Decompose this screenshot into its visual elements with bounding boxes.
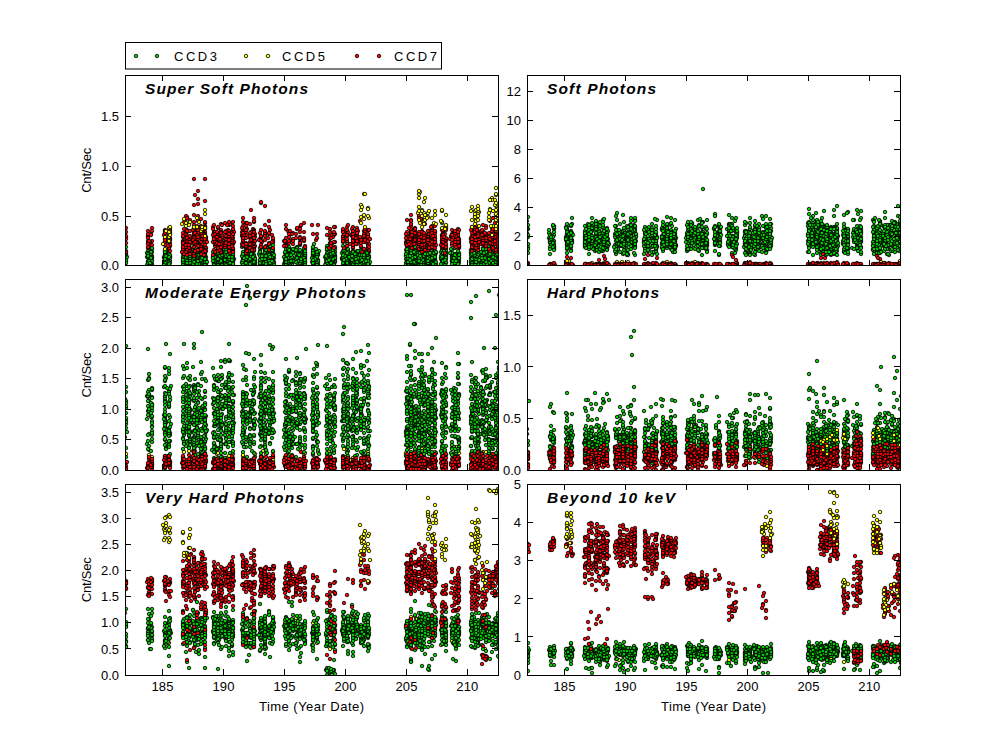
svg-text:3.0: 3.0 (101, 511, 119, 526)
svg-text:210: 210 (858, 679, 880, 694)
svg-text:Very Hard Photons: Very Hard Photons (145, 489, 304, 506)
svg-text:185: 185 (553, 679, 575, 694)
svg-text:4: 4 (514, 515, 521, 530)
svg-text:185: 185 (151, 679, 173, 694)
svg-text:190: 190 (614, 679, 636, 694)
svg-text:195: 195 (273, 679, 295, 694)
svg-text:3.0: 3.0 (101, 280, 119, 295)
svg-text:1.5: 1.5 (503, 308, 521, 323)
svg-text:210: 210 (456, 679, 478, 694)
svg-text:2.0: 2.0 (101, 341, 119, 356)
svg-text:Soft Photons: Soft Photons (547, 80, 656, 97)
svg-text:1.0: 1.0 (503, 360, 521, 375)
svg-text:Time (Year Date): Time (Year Date) (661, 699, 766, 714)
svg-text:8: 8 (514, 142, 521, 157)
svg-text:12: 12 (507, 84, 521, 99)
svg-text:2.0: 2.0 (101, 563, 119, 578)
svg-text:2.5: 2.5 (101, 537, 119, 552)
svg-text:0.0: 0.0 (503, 463, 521, 478)
svg-text:2: 2 (514, 229, 521, 244)
svg-text:0: 0 (514, 668, 521, 683)
svg-text:0.5: 0.5 (503, 411, 521, 426)
svg-text:10: 10 (507, 113, 521, 128)
svg-text:Cnt/Sec: Cnt/Sec (79, 147, 94, 193)
svg-text:200: 200 (334, 679, 356, 694)
svg-text:1.0: 1.0 (101, 615, 119, 630)
svg-text:1.0: 1.0 (101, 402, 119, 417)
svg-text:Time (Year Date): Time (Year Date) (259, 699, 364, 714)
svg-text:1.5: 1.5 (101, 371, 119, 386)
svg-text:3: 3 (514, 553, 521, 568)
svg-text:3.5: 3.5 (101, 485, 119, 500)
svg-text:5: 5 (514, 477, 521, 492)
svg-text:205: 205 (797, 679, 819, 694)
svg-text:0.5: 0.5 (101, 642, 119, 657)
svg-text:200: 200 (736, 679, 758, 694)
svg-text:Hard Photons: Hard Photons (547, 284, 659, 301)
svg-text:0: 0 (514, 258, 521, 273)
svg-text:Moderate Energy Photons: Moderate Energy Photons (145, 284, 366, 301)
svg-text:6: 6 (514, 171, 521, 186)
svg-text:1.0: 1.0 (101, 159, 119, 174)
svg-text:195: 195 (675, 679, 697, 694)
svg-text:0.5: 0.5 (101, 209, 119, 224)
svg-text:Beyond 10 keV: Beyond 10 keV (547, 489, 677, 506)
svg-text:0.0: 0.0 (101, 668, 119, 683)
svg-text:Super Soft Photons: Super Soft Photons (145, 80, 308, 97)
svg-text:1.5: 1.5 (101, 109, 119, 124)
svg-text:Cnt/Sec: Cnt/Sec (79, 557, 94, 603)
svg-text:2: 2 (514, 592, 521, 607)
svg-text:2.5: 2.5 (101, 310, 119, 325)
svg-text:0.0: 0.0 (101, 258, 119, 273)
svg-text:Cnt/Sec: Cnt/Sec (79, 352, 94, 398)
svg-text:0.5: 0.5 (101, 432, 119, 447)
svg-text:190: 190 (212, 679, 234, 694)
svg-text:0.0: 0.0 (101, 463, 119, 478)
svg-text:4: 4 (514, 200, 521, 215)
svg-text:1: 1 (514, 630, 521, 645)
svg-text:1.5: 1.5 (101, 589, 119, 604)
svg-text:205: 205 (395, 679, 417, 694)
